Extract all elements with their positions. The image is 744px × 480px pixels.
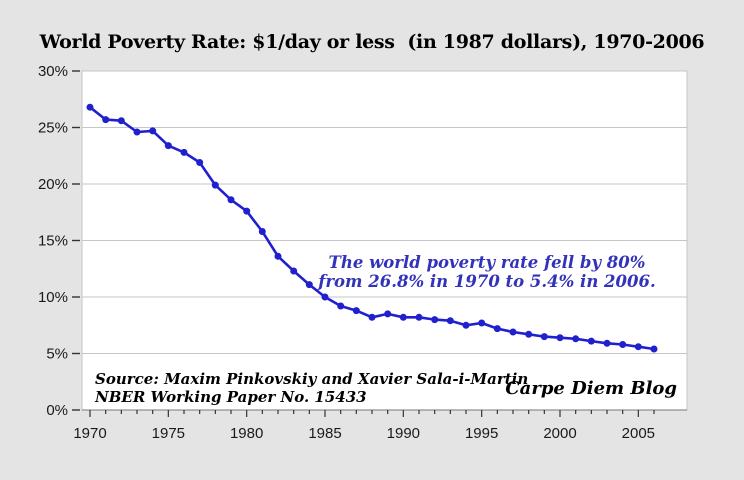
y-axis-label-10pct: 10% bbox=[38, 289, 68, 306]
data-point-1985 bbox=[321, 293, 329, 301]
data-point-2002 bbox=[587, 337, 595, 345]
data-point-1991 bbox=[415, 313, 423, 321]
data-point-1997 bbox=[509, 328, 517, 336]
data-point-1996 bbox=[493, 325, 501, 333]
data-point-1990 bbox=[399, 313, 407, 321]
source-line-1: Source: Maxim Pinkovskiy and Xavier Sala… bbox=[95, 370, 529, 388]
data-point-1987 bbox=[352, 307, 360, 315]
x-axis-label-1985: 1985 bbox=[308, 425, 341, 442]
data-point-1995 bbox=[478, 319, 486, 327]
x-axis-label-2005: 2005 bbox=[622, 425, 655, 442]
data-point-1983 bbox=[290, 267, 298, 275]
data-point-1977 bbox=[196, 159, 204, 166]
data-point-2000 bbox=[556, 334, 564, 342]
data-point-1989 bbox=[384, 310, 392, 318]
data-point-2003 bbox=[603, 339, 611, 347]
data-point-1973 bbox=[133, 128, 141, 136]
data-point-1998 bbox=[525, 330, 533, 338]
data-point-1974 bbox=[149, 127, 157, 135]
y-axis-label-25pct: 25% bbox=[38, 120, 68, 137]
y-axis-label-15pct: 15% bbox=[38, 233, 68, 250]
data-point-2004 bbox=[619, 341, 627, 348]
x-axis-label-1970: 1970 bbox=[73, 425, 106, 442]
data-point-2001 bbox=[572, 335, 580, 343]
data-point-1992 bbox=[431, 316, 439, 324]
y-axis-label-5pct: 5% bbox=[46, 346, 68, 363]
data-point-1978 bbox=[211, 181, 219, 189]
data-point-1971 bbox=[102, 116, 110, 124]
data-point-1986 bbox=[337, 302, 345, 310]
x-axis-label-1975: 1975 bbox=[152, 425, 185, 442]
data-point-1994 bbox=[462, 321, 470, 329]
x-axis-label-1995: 1995 bbox=[465, 425, 498, 442]
data-point-1970 bbox=[86, 103, 94, 111]
annotation: The world poverty rate fell by 80% from … bbox=[318, 253, 655, 291]
y-axis-label-0pct: 0% bbox=[46, 402, 68, 419]
data-point-1988 bbox=[368, 313, 376, 321]
data-point-1984 bbox=[305, 281, 313, 289]
data-point-1979 bbox=[227, 196, 235, 204]
annotation-line-1: The world poverty rate fell by 80% bbox=[328, 253, 646, 272]
x-axis-label-1980: 1980 bbox=[230, 425, 263, 442]
data-point-1993 bbox=[446, 317, 454, 325]
source-line-2: NBER Working Paper No. 15433 bbox=[95, 387, 367, 406]
data-point-1982 bbox=[274, 252, 282, 260]
data-point-2005 bbox=[634, 343, 642, 351]
data-point-1976 bbox=[180, 148, 188, 156]
y-axis-label-30pct: 30% bbox=[38, 63, 68, 80]
y-axis-label-20pct: 20% bbox=[38, 176, 68, 193]
x-axis-label-2000: 2000 bbox=[543, 425, 576, 442]
source-note: Source: Maxim Pinkovskiy and Xavier Sala… bbox=[95, 370, 529, 406]
data-point-1972 bbox=[117, 117, 125, 125]
data-point-1980 bbox=[243, 207, 251, 215]
data-point-2006 bbox=[650, 345, 658, 353]
data-point-1975 bbox=[164, 142, 172, 150]
chart-title: World Poverty Rate: $1/day or less (in 1… bbox=[39, 31, 705, 53]
x-axis-label-1990: 1990 bbox=[387, 425, 420, 442]
data-point-1981 bbox=[258, 228, 266, 235]
data-point-1999 bbox=[540, 333, 548, 341]
watermark-carpe-diem-blog: Carpe Diem Blog bbox=[505, 378, 677, 399]
annotation-line-2: from 26.8% in 1970 to 5.4% in 2006. bbox=[318, 272, 656, 291]
